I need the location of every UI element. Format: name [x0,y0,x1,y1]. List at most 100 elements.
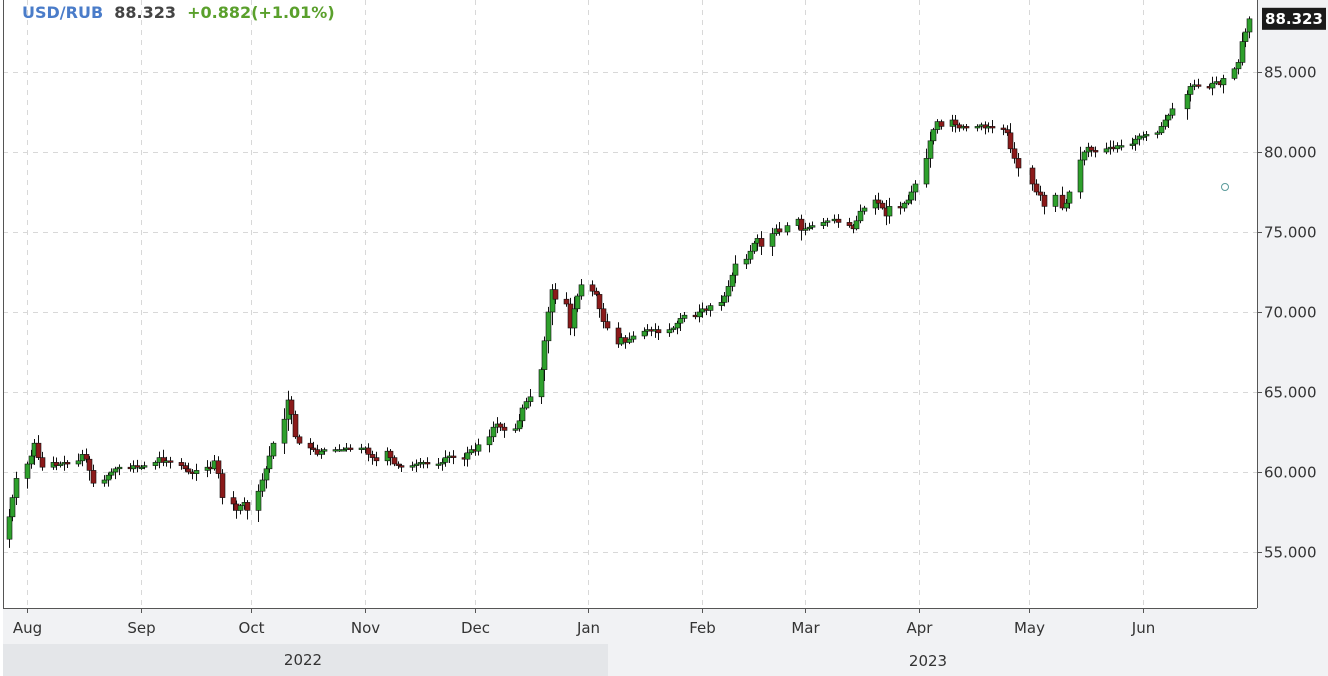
y-axis-panel [1257,0,1328,608]
candle-body [35,442,42,458]
candle-body [596,294,603,310]
candle-up [857,204,864,224]
candle-up [721,292,728,307]
candle-body [450,455,457,458]
candle-body [486,436,493,446]
candle-body [538,369,545,398]
x-tick-label: May [1014,619,1045,637]
candle-body [1015,158,1022,169]
candle-body [600,308,607,322]
candle-up [112,466,119,480]
candle-body [1092,150,1099,153]
candle-body [398,465,405,468]
candle-up [725,280,732,303]
candle-up [784,222,791,236]
candle-down [776,221,783,236]
candle-body [875,199,882,204]
candle-up [861,205,868,215]
candle-down [604,313,611,331]
candle-up [670,325,677,333]
candle-down [600,302,607,329]
x-tick-label: Apr [907,619,934,637]
candle-body [1063,202,1070,209]
candle-down [655,325,662,341]
x-tick-label: Dec [461,619,490,637]
candle-body [193,470,200,474]
candle-up [732,255,739,284]
candle-body [593,290,600,295]
candle-body [497,423,504,428]
candle-body [6,516,13,540]
candle-up [802,222,809,236]
candle-body [696,311,703,318]
candle-down [758,231,765,256]
candle-up [281,408,288,455]
candle-body [83,454,90,460]
candle-up [1169,102,1176,119]
candle-down [1037,185,1044,201]
candle-body [387,450,394,458]
candle-body [1118,145,1125,148]
candle-body [365,447,372,455]
candle-body [835,218,842,223]
candle-up [490,421,497,443]
candle-up [707,303,714,317]
candle-body [912,183,919,193]
candle-body [1220,78,1227,86]
candle-down [1041,191,1048,215]
candle-body [86,458,93,471]
candle-down [1092,146,1099,158]
candle-body [1154,132,1161,135]
candle-up [57,461,64,468]
candle-body [442,457,449,463]
last-price-label-bg [1262,7,1326,30]
candle-body [270,442,277,457]
candle-body [574,295,581,310]
candle-up [263,466,270,489]
candle-down [497,422,504,431]
candle-down [35,435,42,460]
candle-up [666,323,673,337]
candle-up [9,494,16,522]
y-tick-label: 80.000 [1264,144,1317,162]
candle-body [751,242,758,252]
candle-down [835,214,842,228]
candle-body [101,479,108,484]
candle-down [288,396,295,425]
candle-body [1209,82,1216,89]
candle-body [292,414,299,438]
last-price-label: 88.323 [1262,7,1326,30]
candle-body [13,478,20,498]
y-tick-label: 60.000 [1264,464,1317,482]
candle-body [57,463,64,466]
candle-body [552,289,559,300]
candle-body [296,436,303,444]
year-band-2022 [3,644,608,676]
candle-body [263,468,270,481]
candle-body [802,228,809,231]
candle-up [475,438,482,456]
candle-body [152,462,159,466]
candle-body [464,452,471,460]
candle-body [523,401,530,409]
candle-body [1184,94,1191,110]
candle-up [974,124,981,132]
candle-body [604,321,611,329]
last-price-label-text: 88.323 [1265,10,1323,28]
candle-body [545,311,552,342]
candle-body [769,233,776,247]
y-axis-ticks: 55.000 60.000 65.000 70.000 75.000 80.000 85.0… [1257,64,1317,562]
candle-up [1132,135,1139,151]
candle-down [963,124,970,132]
candle-up [409,461,416,471]
candle-up [75,453,82,467]
candle-down [1195,78,1202,89]
x-tick-label: Sep [127,619,155,637]
candle-body [516,420,523,430]
candle-body [512,428,519,431]
candle-up [1154,130,1161,139]
candle-body [677,318,684,324]
candle-body [809,225,816,228]
